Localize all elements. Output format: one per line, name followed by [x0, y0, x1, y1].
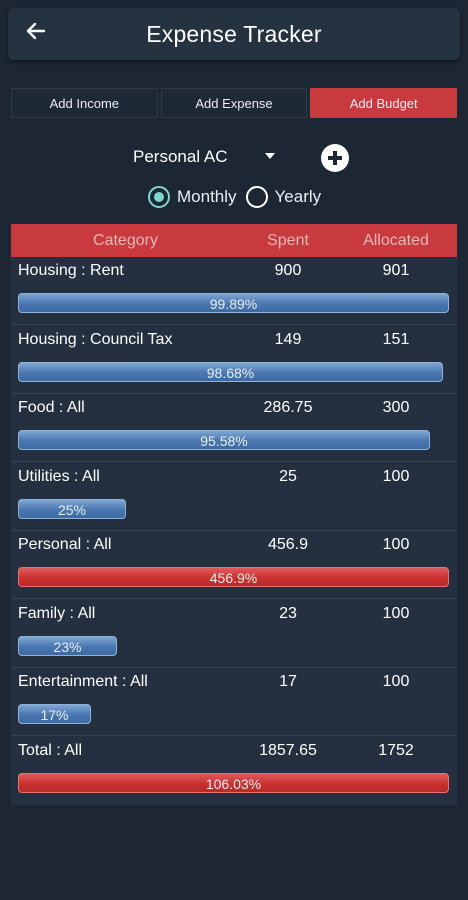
column-header-category: Category — [93, 232, 158, 249]
row-category: Housing : Rent — [18, 262, 124, 279]
budget-progress-bar: 456.9% — [18, 567, 449, 587]
row-allocated: 100 — [382, 467, 410, 485]
row-spent: 286.75 — [263, 399, 313, 416]
row-spent: 17 — [279, 673, 297, 690]
tab-add-expense[interactable]: Add Expense — [160, 88, 308, 118]
table-row[interactable]: Personal : All 456.9 100 456.9% — [11, 531, 457, 599]
row-allocated: 100 — [382, 536, 410, 553]
arrow-left-icon — [26, 22, 46, 40]
row-spent: 1857.65 — [259, 741, 317, 759]
row-allocated: 300 — [382, 399, 410, 416]
column-header-allocated: Allocated — [363, 232, 429, 249]
row-allocated: 901 — [382, 262, 410, 279]
chevron-down-icon — [265, 153, 275, 159]
radio-monthly-label: Monthly — [177, 187, 237, 206]
budget-progress-bar: 99.89% — [18, 293, 449, 313]
table-row[interactable]: Entertainment : All 17 100 17% — [11, 668, 457, 736]
budget-progress-bar: 106.03% — [18, 772, 449, 793]
table-row[interactable]: Family : All 23 100 23% — [11, 600, 457, 668]
page-title: Expense Tracker — [146, 21, 322, 47]
table-row[interactable]: Housing : Council Tax 149 151 98.68% — [11, 326, 457, 394]
budget-table: Category Spent Allocated Housing : Rent 9… — [11, 224, 457, 805]
row-category: Entertainment : All — [18, 673, 148, 690]
account-selected-label: Personal AC — [133, 147, 228, 166]
radio-yearly-label: Yearly — [274, 187, 322, 206]
row-category: Personal : All — [18, 536, 112, 553]
table-row[interactable]: Food : All 286.75 300 95.58% — [11, 394, 457, 462]
row-allocated: 100 — [382, 673, 410, 690]
tab-add-income[interactable]: Add Income — [11, 88, 158, 118]
row-spent: 25 — [279, 467, 297, 485]
radio-unchecked-icon — [245, 186, 268, 208]
row-allocated: 100 — [382, 604, 410, 622]
budget-progress-bar: 17% — [18, 704, 91, 724]
tab-add-budget[interactable]: Add Budget — [310, 88, 458, 118]
table-row[interactable]: Utilities : All 25 100 25% — [11, 463, 457, 531]
table-row[interactable]: Total : All 1857.65 1752 106.03% — [11, 737, 457, 805]
row-spent: 149 — [274, 330, 302, 348]
budget-progress-bar: 98.68% — [18, 361, 443, 382]
budget-progress-bar: 23% — [18, 635, 117, 656]
row-spent: 456.9 — [267, 536, 309, 553]
budget-progress-bar: 25% — [18, 498, 126, 519]
row-category: Total : All — [18, 741, 83, 759]
account-dropdown[interactable]: Personal AC — [120, 144, 285, 170]
app-header: Expense Tracker — [8, 8, 460, 60]
row-spent: 900 — [274, 262, 302, 279]
add-account-button[interactable] — [321, 144, 349, 172]
period-radio-group: Monthly Yearly — [148, 184, 330, 210]
budget-progress-bar: 95.58% — [18, 430, 430, 450]
row-allocated: 151 — [382, 330, 410, 348]
row-category: Housing : Council Tax — [18, 330, 173, 348]
row-category: Family : All — [18, 604, 96, 622]
row-category: Utilities : All — [18, 467, 100, 485]
row-category: Food : All — [18, 399, 85, 416]
table-header: Category Spent Allocated — [11, 224, 457, 257]
table-row[interactable]: Housing : Rent 900 901 99.89% — [11, 257, 457, 325]
row-allocated: 1752 — [378, 741, 414, 759]
radio-checked-icon — [148, 186, 170, 208]
action-tabs: Add Income Add Expense Add Budget — [11, 88, 458, 118]
back-button[interactable] — [24, 19, 58, 49]
row-spent: 23 — [279, 604, 297, 622]
radio-yearly[interactable]: Yearly — [245, 186, 322, 208]
radio-monthly[interactable]: Monthly — [148, 186, 237, 208]
column-header-spent: Spent — [267, 232, 309, 249]
